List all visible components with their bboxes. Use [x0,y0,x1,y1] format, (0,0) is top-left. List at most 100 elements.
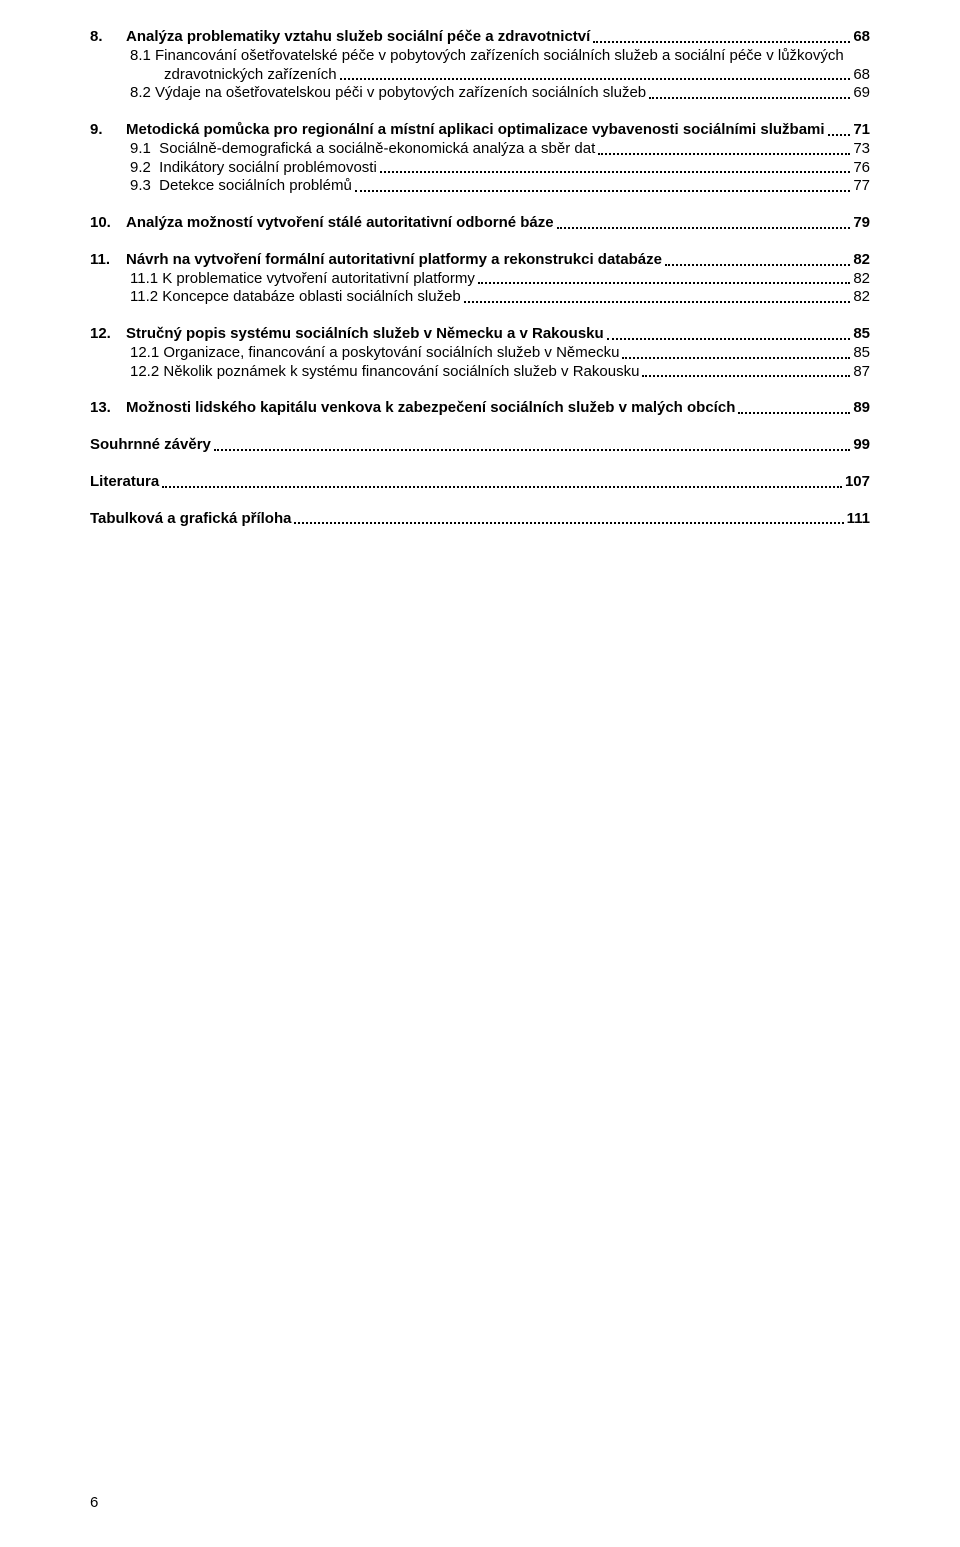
toc-page-number: 107 [845,473,870,492]
toc-group-gap [90,196,870,214]
toc-heading-number: 12. [90,325,126,344]
toc-page-number: 87 [853,363,870,382]
toc-leader-dots [622,348,850,358]
toc-subentry-label: 9.3 Detekce sociálních problémů [130,177,352,196]
toc-page-number: 82 [853,251,870,270]
toc-heading: Tabulková a grafická příloha 111 [90,510,870,529]
toc-leader-dots [162,477,842,487]
toc-page-number: 82 [853,270,870,289]
toc-heading-label: Analýza možností vytvoření stálé autorit… [126,214,554,233]
toc-page-number: 69 [853,84,870,103]
toc-subentry-label: 11.2 Koncepce databáze oblasti sociálníc… [130,288,461,307]
toc-page-number: 85 [853,344,870,363]
toc-group-gap [90,233,870,251]
toc-subentry: 12.2 Několik poznámek k systému financov… [130,363,870,382]
toc-heading: Literatura 107 [90,473,870,492]
toc-heading-label: Metodická pomůcka pro regionální a místn… [126,121,825,140]
toc-page-number: 99 [853,436,870,455]
toc-subentry: 8.2 Výdaje na ošetřovatelskou péči v pob… [130,84,870,103]
toc-page-number: 73 [853,140,870,159]
toc-subentry: 9.1 Sociálně-demografická a sociálně-eko… [130,140,870,159]
toc-heading-number: 13. [90,399,126,418]
toc-page-number: 82 [853,288,870,307]
toc-leader-dots [294,514,843,524]
toc-leader-dots [649,89,850,99]
toc-page-number: 77 [853,177,870,196]
toc-heading-text: Možnosti lidského kapitálu venkova k zab… [126,399,870,418]
toc-heading: 9.Metodická pomůcka pro regionální a mís… [90,121,870,140]
toc-page-number: 111 [847,510,870,529]
toc-leader-dots [598,144,850,154]
toc-heading-text: Analýza možností vytvoření stálé autorit… [126,214,870,233]
toc-subentry: zdravotnických zařízeních 68 [130,66,870,85]
toc-leader-dots [214,441,850,451]
page-number: 6 [90,1494,98,1511]
toc-subentry-label: 12.2 Několik poznámek k systému financov… [130,363,639,382]
toc-leader-dots [828,126,851,136]
toc-group-gap [90,528,870,546]
toc-subentry-label: 9.2 Indikátory sociální problémovosti [130,159,377,178]
toc-leader-dots [738,404,850,414]
toc-subentry-label: 8.2 Výdaje na ošetřovatelskou péči v pob… [130,84,646,103]
toc-heading-label: Návrh na vytvoření formální autoritativn… [126,251,662,270]
toc-page-number: 68 [853,66,870,85]
toc-subentry: 11.1 K problematice vytvoření autoritati… [130,270,870,289]
toc-heading: Souhrnné závěry 99 [90,436,870,455]
toc-subentry-label: zdravotnických zařízeních [130,66,337,85]
toc-subentry: 9.3 Detekce sociálních problémů 77 [130,177,870,196]
toc-heading-label: Stručný popis systému sociálních služeb … [126,325,604,344]
toc-heading: Stručný popis systému sociálních služeb … [126,325,870,344]
toc-group-gap [90,307,870,325]
toc-heading: 8.Analýza problematiky vztahu služeb soc… [90,28,870,47]
toc-subentry-label: 12.1 Organizace, financování a poskytová… [130,344,619,363]
toc-page-number: 79 [853,214,870,233]
toc-heading-label: Možnosti lidského kapitálu venkova k zab… [126,399,735,418]
toc-leader-dots [340,70,851,80]
page: 8.Analýza problematiky vztahu služeb soc… [0,0,960,1547]
toc-leader-dots [593,33,850,43]
toc-heading: Možnosti lidského kapitálu venkova k zab… [126,399,870,418]
toc-heading: Návrh na vytvoření formální autoritativn… [126,251,870,270]
toc-subentry-line: 8.1 Financování ošetřovatelské péče v po… [130,47,870,66]
toc-heading-text: Návrh na vytvoření formální autoritativn… [126,251,870,270]
toc-heading-number: 8. [90,28,126,47]
toc-leader-dots [380,163,851,173]
toc-subentry-label: 9.1 Sociálně-demografická a sociálně-eko… [130,140,595,159]
toc-heading: 13.Možnosti lidského kapitálu venkova k … [90,399,870,418]
toc-heading-label: Literatura [90,473,159,492]
toc-group-gap [90,492,870,510]
toc-leader-dots [464,293,851,303]
toc-heading: Analýza možností vytvoření stálé autorit… [126,214,870,233]
toc-page-number: 89 [853,399,870,418]
toc-page-number: 85 [853,325,870,344]
toc-heading-number: 9. [90,121,126,140]
toc-heading-text: Stručný popis systému sociálních služeb … [126,325,870,344]
toc-heading-text: Analýza problematiky vztahu služeb sociá… [126,28,870,47]
toc-group-gap [90,418,870,436]
toc-heading-label: Analýza problematiky vztahu služeb sociá… [126,28,590,47]
table-of-contents: 8.Analýza problematiky vztahu služeb soc… [90,28,870,546]
toc-subentry-label: 11.1 K problematice vytvoření autoritati… [130,270,475,289]
toc-leader-dots [665,255,850,265]
toc-heading-number: 11. [90,251,126,270]
toc-group-gap [90,455,870,473]
toc-heading-text: Metodická pomůcka pro regionální a místn… [126,121,870,140]
toc-leader-dots [557,219,851,229]
toc-leader-dots [642,367,850,377]
toc-heading-label: Tabulková a grafická příloha [90,510,291,529]
toc-heading: 10.Analýza možností vytvoření stálé auto… [90,214,870,233]
toc-page-number: 71 [853,121,870,140]
toc-subentry: 12.1 Organizace, financování a poskytová… [130,344,870,363]
toc-subentry: 11.2 Koncepce databáze oblasti sociálníc… [130,288,870,307]
toc-leader-dots [478,274,850,284]
toc-heading-number: 10. [90,214,126,233]
toc-group-gap [90,103,870,121]
toc-heading: 11.Návrh na vytvoření formální autoritat… [90,251,870,270]
toc-group-gap [90,381,870,399]
toc-heading: Analýza problematiky vztahu služeb sociá… [126,28,870,47]
toc-page-number: 68 [853,28,870,47]
toc-subentry: 9.2 Indikátory sociální problémovosti 76 [130,159,870,178]
toc-leader-dots [355,182,851,192]
toc-page-number: 76 [853,159,870,178]
toc-heading-label: Souhrnné závěry [90,436,211,455]
